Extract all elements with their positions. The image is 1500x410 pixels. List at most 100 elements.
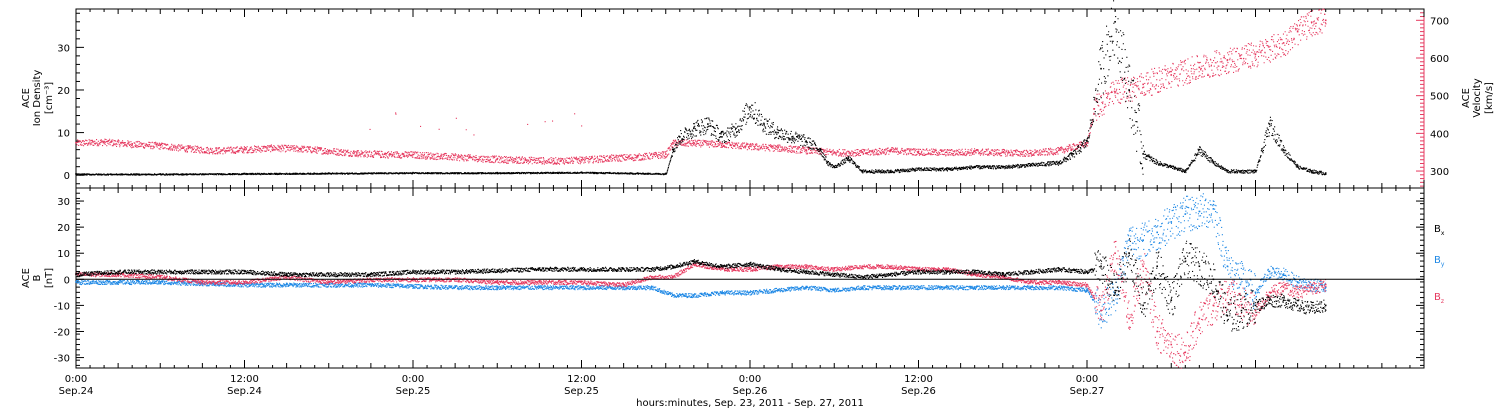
density-series-point — [1324, 172, 1327, 174]
velocity-series-scatter — [76, 8, 1327, 165]
velocity-series-point — [327, 149, 330, 152]
bz-series-point — [1128, 317, 1130, 320]
legend-by-main: B — [1434, 255, 1441, 266]
by-series-point — [1254, 291, 1257, 294]
bx-series-point — [1296, 304, 1299, 307]
bx-series-point — [1058, 268, 1060, 270]
velocity-series-point — [1282, 42, 1285, 44]
x-tick-time: 0:00 — [739, 374, 761, 385]
velocity-series-point — [1310, 21, 1313, 23]
density-series-point — [1114, 20, 1116, 23]
top-left-ylabel-line2: Ion Density — [32, 70, 43, 127]
by-series-point — [1128, 239, 1130, 241]
bx-series-point — [1198, 265, 1201, 268]
density-series-point — [819, 148, 822, 151]
top-right-tick-label: 300 — [1430, 167, 1449, 178]
density-series-point — [1268, 123, 1271, 125]
bx-series-point — [1310, 307, 1313, 309]
bz-series-point — [749, 268, 751, 270]
bz-series-point — [538, 281, 541, 283]
bz-series-point — [1001, 275, 1004, 278]
bottom-tick-label: 10 — [57, 249, 70, 260]
velocity-series-point — [271, 146, 274, 149]
velocity-series-point — [1114, 91, 1116, 93]
top-left-y-ticks: 0 10 20 30 — [57, 12, 84, 185]
top-left-tick-label: 20 — [57, 86, 70, 97]
legend-bx: Bx — [1434, 224, 1445, 237]
x-tick-date: Sep.25 — [564, 386, 599, 397]
velocity-series-point — [356, 152, 358, 154]
legend-bz-main: B — [1434, 292, 1441, 303]
legend-bx-main: B — [1434, 224, 1441, 235]
x-tick-time: 0:00 — [65, 374, 87, 385]
bottom-panel-data — [75, 193, 1327, 369]
density-series-point — [75, 173, 77, 175]
bx-series — [75, 238, 1327, 332]
bz-series-point — [1142, 265, 1144, 268]
bx-series-point — [917, 270, 920, 273]
bz-series-point — [1240, 304, 1243, 307]
by-series-point — [1212, 208, 1215, 210]
density-series-point — [721, 136, 723, 138]
bx-series-point — [75, 273, 77, 275]
top-right-ylabel-line2: Velocity — [1472, 78, 1483, 117]
velocity-series-point — [552, 159, 555, 162]
bx-series-point — [749, 262, 751, 265]
bx-series-point — [1254, 304, 1257, 307]
velocity-series-point — [1086, 141, 1088, 144]
bz-series-point — [889, 265, 892, 268]
density-series-point — [973, 165, 976, 168]
bz-series — [75, 240, 1327, 369]
velocity-series-point — [580, 158, 583, 161]
bottom-tick-label: -20 — [54, 327, 70, 338]
bz-series-point — [1226, 291, 1229, 294]
top-left-tick-label: 0 — [64, 171, 70, 182]
velocity-series-point — [749, 145, 751, 147]
density-series-point — [1128, 89, 1130, 91]
by-series-point — [945, 286, 948, 288]
by-series-point — [496, 286, 499, 288]
x-tick-date: Sep.26 — [733, 386, 768, 397]
velocity-series-point — [917, 150, 920, 153]
bottom-tick-label: 30 — [57, 197, 70, 208]
bx-series-point — [1156, 265, 1159, 268]
bottom-y-ticks: -30 -20 -10 0 10 20 30 — [54, 192, 1424, 366]
density-series-point — [1142, 153, 1144, 155]
x-tick-date: Sep.26 — [901, 386, 936, 397]
by-series-point — [1296, 281, 1299, 283]
bx-series-point — [777, 268, 779, 270]
by-series-point — [75, 281, 77, 283]
density-series-point — [671, 148, 674, 151]
bz-series-point — [1100, 309, 1102, 312]
bx-series-point — [117, 270, 119, 273]
bx-series-point — [412, 270, 414, 273]
by-series-point — [861, 286, 864, 288]
density-series-point — [889, 170, 892, 172]
by-series-point — [1086, 288, 1088, 291]
bx-series-point — [1184, 257, 1187, 260]
density-series-point — [1198, 148, 1201, 151]
legend-bz-sub: z — [1441, 298, 1444, 305]
by-series-point — [1156, 231, 1159, 234]
bz-series-point — [1156, 330, 1159, 333]
bz-series-scatter — [76, 240, 1327, 369]
bz-series-point — [861, 265, 864, 268]
density-series-point — [777, 131, 779, 134]
velocity-series-point — [1198, 66, 1201, 69]
by-series-point — [1324, 286, 1327, 288]
bz-series-point — [833, 268, 836, 270]
top-left-ylabel-line1: ACE — [21, 88, 32, 108]
velocity-series — [75, 8, 1327, 165]
density-series-point — [693, 127, 695, 130]
x-tick-date: Sep.27 — [1070, 386, 1105, 397]
x-tick-date: Sep.24 — [59, 386, 94, 397]
by-series-point — [721, 291, 723, 294]
bx-series-point — [201, 270, 204, 273]
bottom-tick-label: -30 — [54, 354, 70, 365]
bottom-ylabel-line1: ACE — [21, 268, 32, 288]
top-left-tick-label: 10 — [57, 129, 70, 140]
density-series — [75, 0, 1327, 176]
by-series-point — [1184, 213, 1187, 215]
bz-series-point — [1324, 283, 1327, 286]
